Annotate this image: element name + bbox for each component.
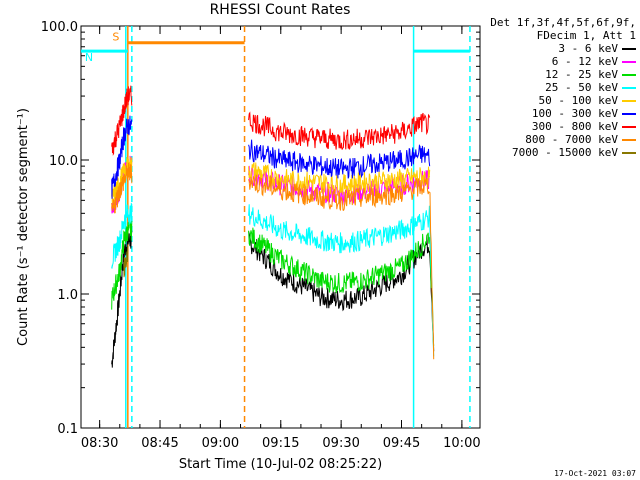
series-line bbox=[123, 245, 129, 278]
y-axis-label: Count Rate (s⁻¹ detector segment⁻¹) bbox=[16, 108, 31, 346]
legend-swatch bbox=[622, 99, 636, 102]
legend-item-label: 300 - 800 keV bbox=[531, 120, 618, 133]
legend-item-label: 50 - 100 keV bbox=[538, 94, 618, 107]
legend-item-label: 6 - 12 keV bbox=[551, 55, 618, 68]
x-tick-label: 09:00 bbox=[202, 436, 239, 451]
legend-item-label: 7000 - 15000 keV bbox=[512, 146, 618, 159]
legend-swatch bbox=[622, 151, 636, 154]
legend-swatch bbox=[622, 112, 636, 115]
series-line bbox=[248, 174, 435, 360]
legend-swatch bbox=[622, 60, 636, 63]
series-line bbox=[111, 230, 133, 368]
series-line bbox=[111, 219, 133, 310]
x-tick-label: 09:15 bbox=[262, 436, 299, 451]
legend-item: 7000 - 15000 keV bbox=[480, 146, 636, 159]
series-line bbox=[111, 162, 133, 214]
legend-item: 300 - 800 keV bbox=[480, 120, 636, 133]
legend-swatch bbox=[622, 47, 636, 50]
x-tick-label: 08:45 bbox=[141, 436, 178, 451]
legend-item: 3 - 6 keV bbox=[480, 42, 636, 55]
series-line bbox=[111, 202, 133, 269]
series-line bbox=[248, 231, 435, 352]
legend-swatch bbox=[622, 138, 636, 141]
legend-item: 6 - 12 keV bbox=[480, 55, 636, 68]
x-tick-label: 09:45 bbox=[383, 436, 420, 451]
y-tick-label: 10.0 bbox=[49, 154, 78, 169]
legend-item: 25 - 50 keV bbox=[480, 81, 636, 94]
legend-swatch bbox=[622, 125, 636, 128]
legend-item-label: 12 - 25 keV bbox=[545, 68, 618, 81]
series-line bbox=[248, 139, 431, 179]
legend-item-label: 100 - 300 keV bbox=[531, 107, 618, 120]
y-tick-label: 0.1 bbox=[57, 422, 78, 437]
legend-item-label: 800 - 7000 keV bbox=[525, 133, 618, 146]
x-axis-label: Start Time (10-Jul-02 08:25:22) bbox=[179, 457, 382, 472]
legend-item: 50 - 100 keV bbox=[480, 94, 636, 107]
legend-item-label: 25 - 50 keV bbox=[545, 81, 618, 94]
generated-timestamp: 17-Oct-2021 03:07 bbox=[554, 469, 636, 478]
legend: Det 1f,3f,4f,5f,6f,9f, FDecim 1, Att 1 3… bbox=[480, 16, 636, 159]
x-tick-label: 08:30 bbox=[81, 436, 118, 451]
y-tick-label: 100.0 bbox=[41, 20, 78, 35]
series-line bbox=[248, 204, 435, 357]
legend-item: 800 - 7000 keV bbox=[480, 133, 636, 146]
x-tick-label: 10:00 bbox=[443, 436, 480, 451]
legend-header-1: Det 1f,3f,4f,5f,6f,9f, bbox=[490, 16, 636, 29]
legend-item: 12 - 25 keV bbox=[480, 68, 636, 81]
saa_flag-label: S bbox=[112, 31, 119, 44]
legend-item: 100 - 300 keV bbox=[480, 107, 636, 120]
y-tick-label: 1.0 bbox=[57, 288, 78, 303]
night_flag-label: N bbox=[85, 51, 93, 64]
legend-item-label: 3 - 6 keV bbox=[558, 42, 618, 55]
legend-swatch bbox=[622, 73, 636, 76]
series-line bbox=[248, 111, 431, 150]
series-line bbox=[248, 227, 435, 346]
series-line bbox=[111, 85, 133, 156]
legend-header-2: FDecim 1, Att 1 bbox=[536, 29, 636, 42]
legend-swatch bbox=[622, 86, 636, 89]
series-line bbox=[111, 115, 133, 199]
x-tick-label: 09:30 bbox=[322, 436, 359, 451]
chart-title: RHESSI Count Rates bbox=[209, 2, 351, 18]
